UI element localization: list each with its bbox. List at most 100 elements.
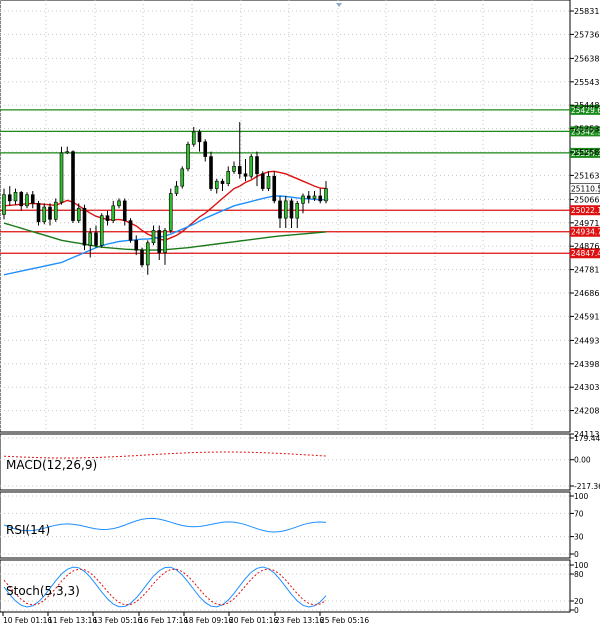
- price-axis: 25831.0 25736.0 25638.5 25543.5 25448.5 25353…: [570, 7, 600, 439]
- time-tick-label: 18 Feb 09:16: [184, 616, 233, 625]
- candle: [99, 213, 104, 248]
- candle: [7, 186, 12, 206]
- candle-body: [99, 215, 104, 246]
- candle-body: [105, 215, 110, 221]
- candle-body: [134, 239, 139, 251]
- candle: [128, 218, 133, 243]
- sub-tick-label: 0: [574, 550, 579, 559]
- price-tick-label: 25831.0: [574, 7, 600, 16]
- price-tick-label: 24686.0: [574, 289, 600, 298]
- level-tag-label: 25342.3: [571, 127, 600, 136]
- candle-body: [312, 195, 317, 199]
- candle: [191, 127, 196, 147]
- candle: [243, 159, 248, 182]
- candle: [2, 188, 6, 220]
- candle: [94, 225, 98, 248]
- shift-marker-icon[interactable]: [336, 3, 342, 7]
- candle: [266, 171, 271, 192]
- stoch-signal-line: [3, 568, 327, 606]
- candle: [237, 122, 242, 179]
- candle-body: [191, 131, 196, 145]
- candle: [25, 192, 29, 209]
- candles: [2, 122, 328, 275]
- price-tick-label: 25736.0: [574, 30, 600, 39]
- candle: [48, 203, 52, 226]
- candle: [30, 191, 35, 209]
- candle-body: [232, 166, 236, 172]
- price-tick-label: 24493.5: [574, 336, 600, 345]
- candle-body: [36, 203, 41, 223]
- candle-body: [249, 156, 254, 177]
- candle-body: [283, 200, 288, 219]
- time-tick-label: 13 Feb 05:16: [93, 616, 142, 625]
- sub-tick-label: 30: [574, 533, 584, 542]
- candle-body: [30, 194, 35, 204]
- candle: [151, 225, 156, 246]
- candle: [157, 225, 162, 260]
- sub-tick-label: 70: [574, 509, 584, 518]
- sub-tick-label: -217.36: [574, 482, 600, 491]
- current-price-tag: [569, 183, 600, 194]
- candle: [36, 200, 41, 226]
- macd-signal-line: [3, 451, 327, 459]
- candle-body: [209, 156, 213, 189]
- price-tick-label: 25066.0: [574, 195, 600, 204]
- candle: [312, 191, 317, 201]
- macd-label: MACD(12,26,9): [6, 458, 97, 472]
- candle: [203, 139, 208, 162]
- stoch-label: Stoch(5,3,3): [6, 584, 80, 598]
- macd-panel: MACD(12,26,9): [0, 433, 571, 491]
- sub-tick-label: 20: [574, 597, 584, 606]
- price-tick-label: 24876.0: [574, 242, 600, 251]
- candle-body: [295, 203, 300, 219]
- candle: [318, 188, 323, 204]
- candle-body: [180, 168, 185, 187]
- level-tag-label: 25429.6: [571, 106, 600, 115]
- candle: [163, 227, 167, 265]
- candle: [324, 181, 328, 204]
- candle: [301, 193, 305, 214]
- candle-body: [243, 173, 248, 177]
- rsi-line: [3, 517, 327, 533]
- candle-body: [111, 205, 116, 221]
- candle: [272, 171, 277, 204]
- candle-body: [53, 201, 58, 220]
- candle-body: [278, 200, 282, 219]
- candle-body: [226, 171, 231, 184]
- level-tag-label: 24847.4: [571, 249, 600, 258]
- candle-body: [163, 230, 167, 253]
- candle: [134, 235, 139, 256]
- stoch-panel: Stoch(5,3,3): [0, 559, 571, 613]
- candle-body: [174, 185, 179, 194]
- candle: [168, 188, 173, 233]
- price-tick-label: 25258.5: [574, 148, 600, 157]
- time-tick-label: 11 Feb 13:16: [48, 616, 97, 625]
- candle-body: [220, 180, 225, 184]
- candle: [122, 198, 127, 226]
- candle-body: [94, 232, 98, 246]
- rsi-axis: 100 70 30 0: [570, 492, 589, 559]
- price-tick-label: 24303.5: [574, 383, 600, 392]
- candle: [42, 203, 47, 225]
- level-tag-label: 24934.7: [571, 228, 600, 237]
- candle: [145, 240, 150, 275]
- candle-body: [7, 194, 12, 202]
- price-tick-label: 24781.0: [574, 266, 600, 275]
- candle-body: [140, 249, 144, 266]
- candle-body: [237, 166, 242, 175]
- candle-body: [260, 173, 265, 189]
- candle: [249, 154, 254, 179]
- candle: [59, 146, 64, 205]
- level-tag: [570, 205, 600, 216]
- candle: [220, 178, 225, 192]
- candle: [174, 181, 179, 196]
- candle-body: [42, 206, 47, 223]
- price-tick-label: 25163.5: [574, 171, 600, 180]
- rsi-label: RSI(14): [6, 523, 50, 537]
- candle: [186, 141, 190, 172]
- candle: [260, 171, 265, 192]
- candle-body: [128, 220, 133, 241]
- candle-body: [117, 200, 121, 207]
